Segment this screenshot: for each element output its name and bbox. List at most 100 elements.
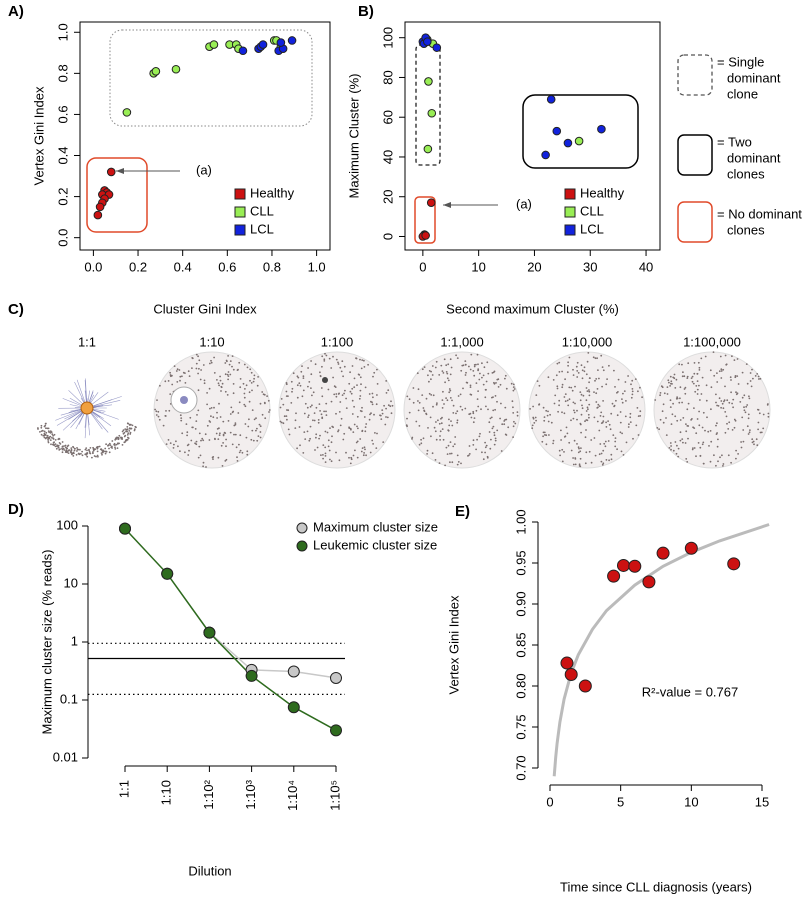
network-node [371, 439, 374, 442]
network-node [592, 356, 595, 359]
network-node [428, 370, 431, 372]
network-node [229, 373, 232, 376]
network-node [418, 425, 421, 427]
network-node [306, 430, 309, 433]
network-node [675, 452, 678, 455]
network-node [371, 392, 374, 395]
network-node [423, 409, 425, 412]
network-node [715, 401, 717, 404]
network-node [108, 447, 110, 450]
network-node [244, 423, 247, 425]
network-node [224, 390, 227, 393]
network-node [572, 368, 574, 371]
network-node [123, 441, 126, 444]
point [203, 626, 216, 639]
network-node [330, 441, 333, 444]
network-node [279, 420, 282, 423]
network-node [89, 452, 91, 455]
network-node [491, 427, 494, 430]
network-node [438, 422, 441, 425]
network-node [452, 404, 455, 407]
network-node [720, 370, 723, 372]
point [597, 124, 606, 134]
network-node [501, 423, 504, 426]
y-axis-title: Maximum Cluster (%) [346, 74, 361, 199]
network-node [724, 411, 727, 413]
network-node [184, 382, 187, 384]
legend-swatch [296, 540, 308, 552]
network-node [301, 365, 303, 367]
network-node [219, 416, 222, 418]
network-node [157, 410, 160, 413]
network-node [55, 447, 58, 450]
network-node [126, 426, 129, 428]
network-node [421, 368, 424, 371]
network-node [342, 438, 345, 441]
network-node [248, 418, 250, 421]
network-node [349, 427, 352, 430]
network-node [418, 401, 421, 404]
network-node [192, 426, 194, 429]
point [421, 231, 430, 240]
network-node [601, 385, 603, 388]
network-node [66, 451, 68, 454]
network-node [692, 447, 694, 449]
network-node [43, 430, 46, 433]
network-node [593, 391, 595, 393]
network-node [676, 419, 679, 422]
network-node [304, 438, 307, 440]
network-node [576, 409, 578, 412]
network-node [684, 386, 687, 389]
network-node [121, 438, 123, 440]
network-node [602, 449, 605, 452]
network-node [345, 397, 347, 400]
network-node [560, 429, 562, 432]
network-node [472, 444, 475, 446]
network-node [665, 417, 667, 419]
network-node [169, 393, 172, 395]
network-node [337, 361, 339, 364]
network-node [49, 430, 52, 433]
network-node [238, 401, 241, 404]
network-node [629, 416, 632, 419]
network-node [350, 458, 353, 461]
network-node [572, 457, 574, 459]
point [423, 144, 433, 154]
network-node [619, 411, 622, 413]
network-node [92, 452, 94, 455]
network-node [695, 385, 698, 387]
network-node [564, 378, 566, 381]
network-node [740, 441, 742, 443]
network-node [576, 361, 579, 364]
network-node [353, 377, 356, 380]
network-node [208, 387, 211, 390]
network-node [469, 368, 472, 371]
network-node [580, 393, 583, 396]
network-node [369, 451, 372, 454]
network-node [731, 429, 734, 431]
network-node [224, 373, 227, 376]
network-node [759, 377, 762, 380]
network-node [542, 435, 544, 438]
network-node [634, 378, 637, 380]
network-node [493, 370, 496, 373]
x-tick-label: 10 [684, 794, 698, 809]
y-tick-label: 40 [380, 150, 395, 164]
network-node [616, 414, 619, 417]
network-node [80, 452, 82, 455]
network-node [456, 454, 459, 457]
network-node [596, 407, 599, 409]
dilution-label: 1:100 [321, 334, 354, 349]
x-tick-label: 1:10⁴ [285, 780, 300, 811]
network-node [159, 384, 161, 387]
network-node [441, 370, 444, 372]
network-node [216, 411, 218, 414]
network-node [231, 365, 233, 368]
network-node [429, 416, 432, 419]
network-node [177, 445, 179, 448]
x-axis-title: Time since CLL diagnosis (years) [560, 879, 752, 894]
network-node [61, 441, 64, 443]
network-node [748, 395, 750, 398]
region-legend-label: = Single [717, 54, 764, 69]
network-node [469, 393, 472, 396]
